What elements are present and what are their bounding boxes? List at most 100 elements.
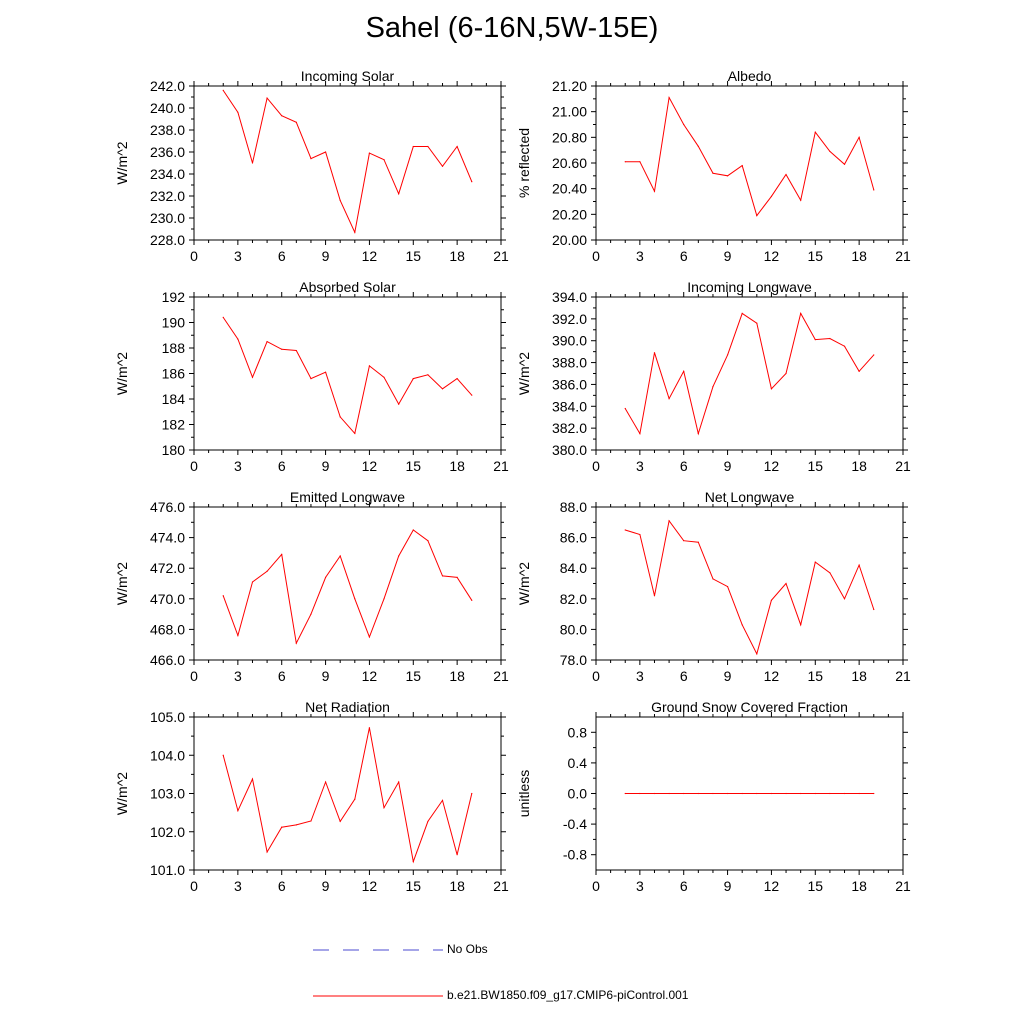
x-tick-label: 0 bbox=[190, 248, 198, 264]
data-point bbox=[829, 792, 831, 795]
x-tick-label: 12 bbox=[764, 458, 780, 474]
data-point bbox=[266, 570, 268, 572]
data-point bbox=[295, 349, 297, 352]
data-point bbox=[653, 595, 656, 597]
data-point bbox=[785, 582, 787, 585]
y-tick-label: 388.0 bbox=[552, 355, 587, 371]
x-tick-label: 0 bbox=[190, 458, 198, 474]
y-tick-label: 82.0 bbox=[560, 591, 587, 607]
data-point bbox=[471, 599, 473, 601]
data-point bbox=[814, 339, 816, 341]
data-point bbox=[726, 792, 729, 795]
data-point bbox=[785, 173, 787, 176]
panel-5: Emitted Longwave W/m^2 0 3 6 9 12 15 18 21 466.0 46… bbox=[114, 489, 509, 684]
data-point bbox=[668, 792, 670, 795]
y-tick-label: 394.0 bbox=[552, 289, 587, 305]
data-point bbox=[222, 754, 224, 756]
data-point bbox=[624, 792, 626, 795]
data-point bbox=[800, 792, 802, 795]
data-point bbox=[624, 529, 626, 531]
x-tick-label: 18 bbox=[449, 668, 465, 684]
x-tick-label: 6 bbox=[278, 458, 286, 474]
x-tick-label: 6 bbox=[278, 248, 286, 264]
data-point bbox=[281, 115, 283, 117]
data-point bbox=[324, 151, 327, 153]
y-tick-label: -0.4 bbox=[563, 816, 587, 832]
data-point bbox=[712, 792, 714, 795]
data-point bbox=[222, 89, 224, 91]
data-point bbox=[843, 792, 846, 795]
legend-model-label: b.e21.BW1850.f09_g17.CMIP6-piControl.001 bbox=[447, 988, 689, 1002]
panel-6: Net Longwave W/m^2 0 3 6 9 12 15 18 21 78.0 80.0 82.… bbox=[516, 489, 911, 684]
x-tick-label: 12 bbox=[764, 248, 780, 264]
data-point bbox=[800, 624, 802, 626]
x-tick-label: 12 bbox=[362, 248, 378, 264]
panel-3: Absorbed Solar W/m^2 0 3 6 9 12 15 18 21 180 182 184… bbox=[114, 279, 509, 474]
data-point bbox=[624, 161, 626, 163]
y-tick-label: 476.0 bbox=[150, 499, 185, 515]
series-line bbox=[222, 727, 473, 864]
data-point bbox=[398, 555, 400, 557]
y-tick-label: 188 bbox=[162, 340, 186, 356]
data-point bbox=[266, 341, 268, 343]
panel-8: Ground Snow Covered Fraction unitless 0 3 6 9… bbox=[516, 699, 911, 894]
series-line bbox=[624, 312, 875, 436]
y-tick-label: 184 bbox=[162, 391, 186, 407]
x-tick-label: 3 bbox=[636, 458, 644, 474]
data-point bbox=[697, 433, 699, 435]
data-point bbox=[368, 365, 371, 367]
series-line bbox=[222, 529, 473, 645]
x-tick-label: 15 bbox=[405, 458, 421, 474]
x-tick-label: 3 bbox=[234, 668, 242, 684]
y-tick-label: 390.0 bbox=[552, 333, 587, 349]
y-tick-label: 80.0 bbox=[560, 621, 587, 637]
y-axis-label: W/m^2 bbox=[516, 562, 532, 605]
y-tick-label: 470.0 bbox=[150, 591, 185, 607]
data-point bbox=[683, 123, 685, 126]
panel-title: Net Longwave bbox=[705, 489, 795, 505]
y-tick-label: 232.0 bbox=[150, 188, 185, 204]
y-tick-label: 86.0 bbox=[560, 530, 587, 546]
data-point bbox=[873, 792, 875, 795]
data-point bbox=[456, 378, 458, 380]
x-tick-label: 0 bbox=[190, 878, 198, 894]
x-tick-label: 12 bbox=[362, 668, 378, 684]
data-point bbox=[683, 370, 685, 372]
data-point bbox=[639, 792, 641, 795]
x-tick-label: 9 bbox=[724, 248, 732, 264]
panel-7: Net Radiation W/m^2 0 3 6 9 12 15 18 21 101.0 102.0… bbox=[114, 699, 509, 894]
y-tick-label: 192 bbox=[162, 289, 186, 305]
panel-title: Absorbed Solar bbox=[299, 279, 396, 295]
data-point bbox=[726, 354, 729, 356]
x-tick-label: 0 bbox=[592, 458, 600, 474]
data-point bbox=[697, 145, 699, 147]
y-tick-label: 242.0 bbox=[150, 78, 185, 94]
y-tick-label: 105.0 bbox=[150, 709, 185, 725]
data-point bbox=[281, 348, 283, 350]
y-tick-label: 20.80 bbox=[552, 129, 587, 145]
panel-title: Net Radiation bbox=[305, 699, 390, 715]
data-point bbox=[295, 121, 297, 123]
x-tick-label: 18 bbox=[851, 878, 867, 894]
y-axis-label: unitless bbox=[516, 770, 532, 817]
y-tick-label: 180 bbox=[162, 442, 186, 458]
data-point bbox=[800, 312, 802, 314]
legend-obs-label: No Obs bbox=[447, 942, 488, 956]
panel-title: Emitted Longwave bbox=[290, 489, 405, 505]
data-point bbox=[843, 598, 846, 600]
y-tick-label: 101.0 bbox=[150, 862, 185, 878]
data-point bbox=[873, 189, 875, 191]
data-point bbox=[266, 851, 268, 853]
data-point bbox=[653, 792, 656, 795]
data-point bbox=[639, 161, 641, 163]
data-point bbox=[712, 386, 714, 388]
data-point bbox=[383, 159, 385, 161]
data-point bbox=[712, 578, 714, 580]
panel-title: Ground Snow Covered Fraction bbox=[651, 699, 848, 715]
data-point bbox=[814, 561, 816, 563]
y-tick-label: 230.0 bbox=[150, 210, 185, 226]
data-point bbox=[653, 190, 656, 192]
x-tick-label: 3 bbox=[234, 458, 242, 474]
series-line bbox=[625, 95, 875, 217]
data-point bbox=[858, 564, 860, 566]
